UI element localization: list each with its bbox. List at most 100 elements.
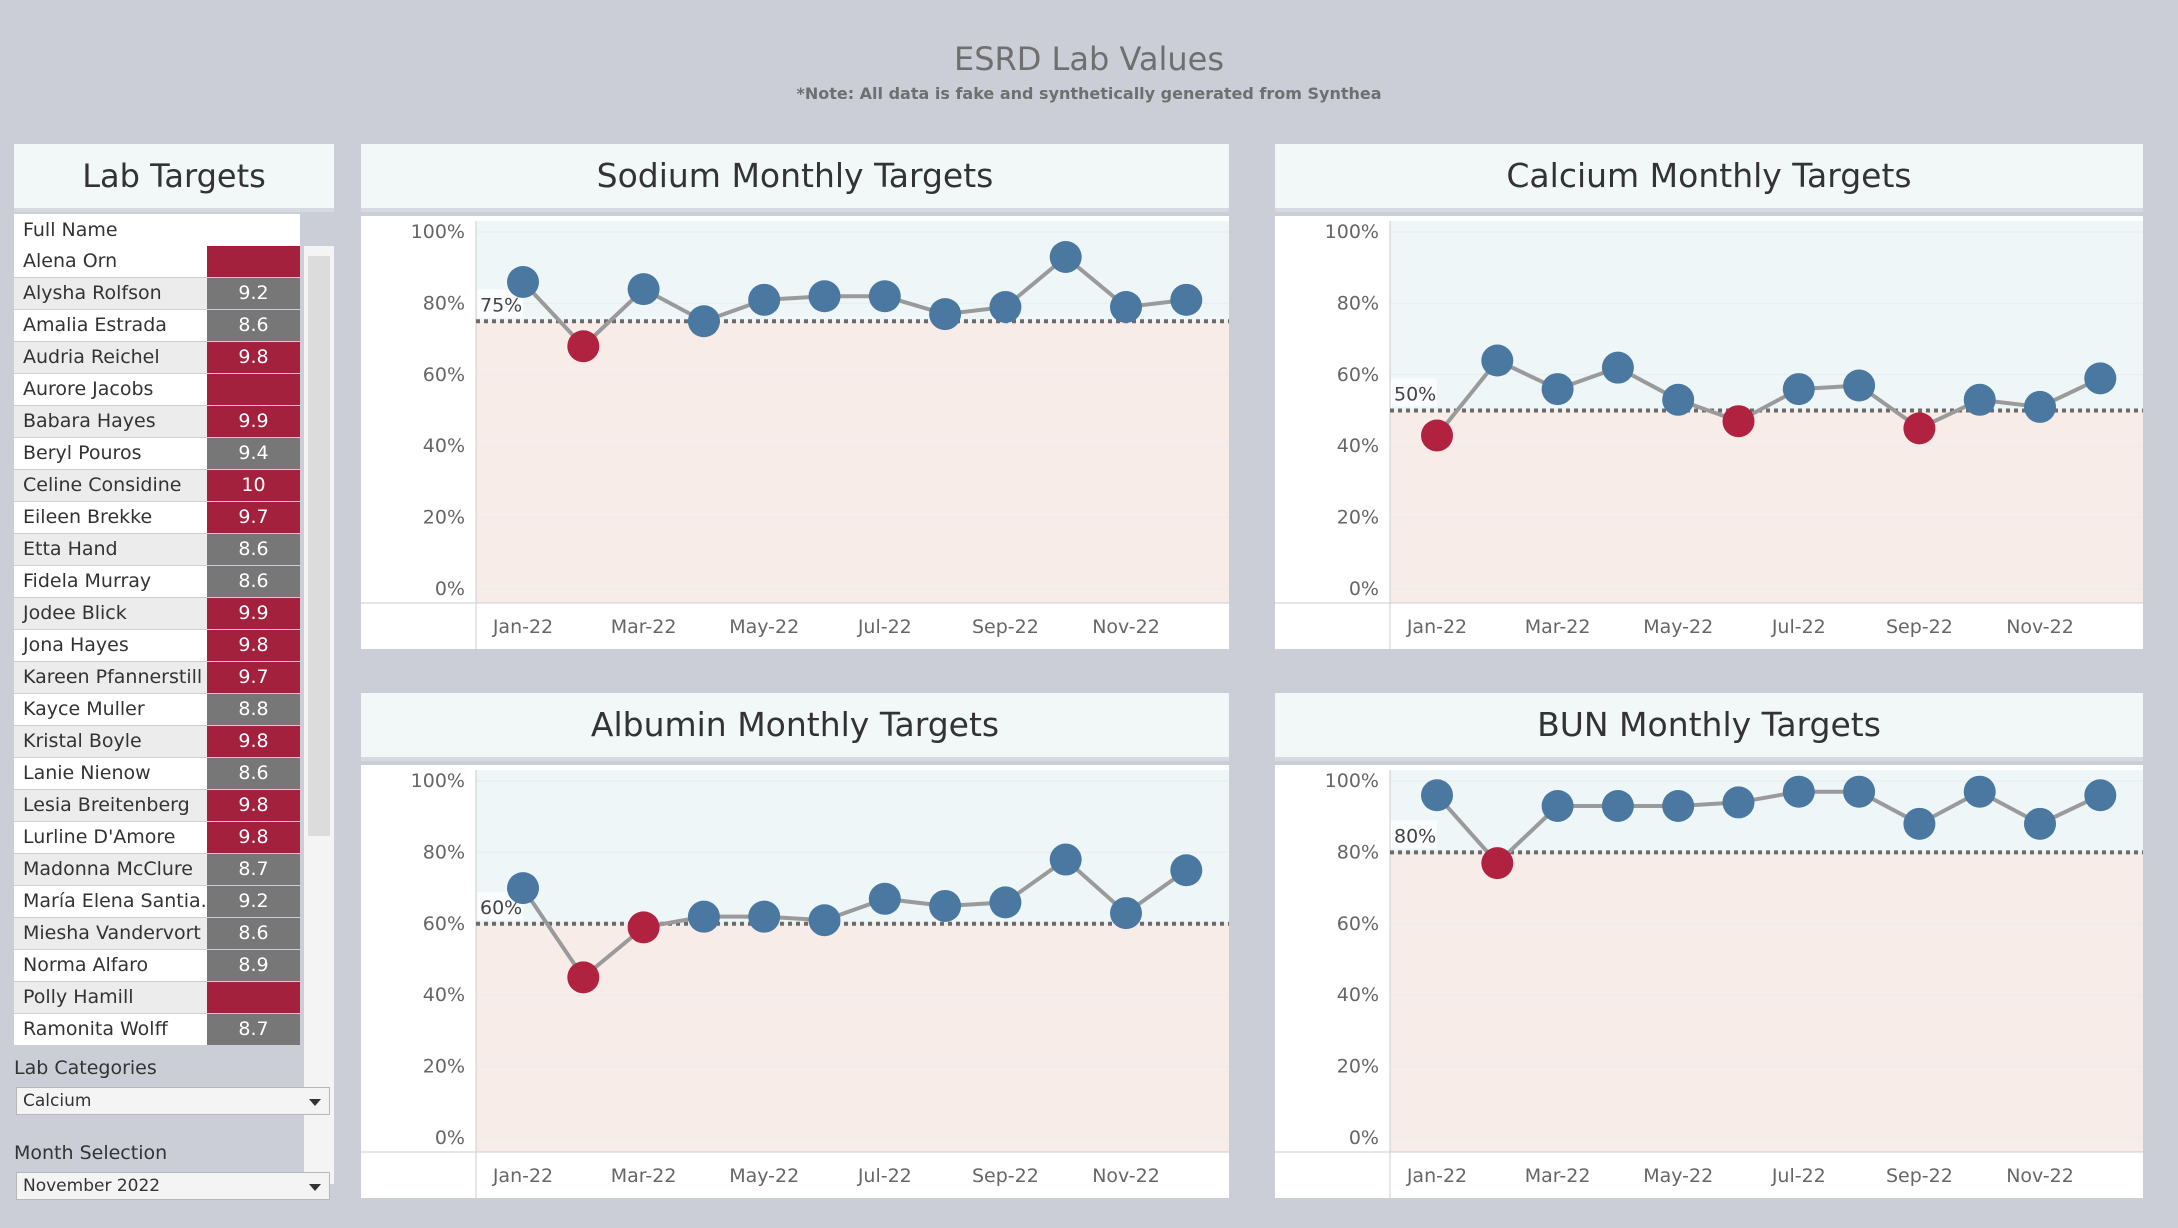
data-point[interactable] <box>1722 405 1755 438</box>
data-point[interactable] <box>1782 373 1815 406</box>
lab-value-cell[interactable]: 9.7 <box>207 662 300 693</box>
lab-value-cell[interactable]: 9.9 <box>207 598 300 629</box>
month-selection-dropdown[interactable]: November 2022 <box>16 1172 330 1200</box>
data-point[interactable] <box>2024 807 2056 840</box>
table-row[interactable]: Fidela Murray 8.6 <box>14 566 300 598</box>
table-row[interactable]: María Elena Santia.. 9.2 <box>14 886 300 918</box>
data-point[interactable] <box>1541 789 1574 822</box>
data-point[interactable] <box>868 280 901 313</box>
data-point[interactable] <box>1662 789 1695 822</box>
data-point[interactable] <box>1662 383 1695 416</box>
data-point[interactable] <box>1110 897 1142 930</box>
column-header-full-name[interactable]: Full Name <box>14 214 300 246</box>
data-point[interactable] <box>2084 362 2117 395</box>
data-point[interactable] <box>567 330 600 363</box>
table-row[interactable]: Audria Reichel 9.8 <box>14 342 300 374</box>
lab-value-cell[interactable]: 8.7 <box>207 854 300 885</box>
data-point[interactable] <box>687 305 720 338</box>
table-row[interactable]: Miesha Vandervort 8.6 <box>14 918 300 950</box>
table-row[interactable]: Kristal Boyle 9.8 <box>14 726 300 758</box>
data-point[interactable] <box>1421 419 1453 452</box>
lab-value-cell[interactable] <box>207 982 300 1013</box>
albumin-chart[interactable]: 0% 20% 40% 60% 80% 100% Jan-22 Mar-22 May-22 Jul-… <box>361 765 1229 1198</box>
data-point[interactable] <box>1843 775 1876 808</box>
table-row[interactable]: Jodee Blick 9.9 <box>14 598 300 630</box>
data-point[interactable] <box>1049 240 1082 273</box>
calcium-chart[interactable]: 0% 20% 40% 60% 80% 100% Jan-22 Mar-22 May-22 Jul-… <box>1275 216 2143 649</box>
data-point[interactable] <box>989 886 1022 919</box>
data-point[interactable] <box>1843 369 1876 402</box>
lab-value-cell[interactable]: 9.8 <box>207 342 300 373</box>
lab-value-cell[interactable]: 8.9 <box>207 950 300 981</box>
data-point[interactable] <box>1481 847 1514 880</box>
data-point[interactable] <box>507 265 539 298</box>
table-row[interactable]: Amalia Estrada 8.6 <box>14 310 300 342</box>
data-point[interactable] <box>1110 290 1142 323</box>
table-row[interactable]: Lesia Breitenberg 9.8 <box>14 790 300 822</box>
table-row[interactable]: Jona Hayes 9.8 <box>14 630 300 662</box>
lab-value-cell[interactable]: 8.6 <box>207 534 300 565</box>
lab-value-cell[interactable]: 10 <box>207 470 300 501</box>
data-point[interactable] <box>808 280 841 313</box>
table-scrollbar[interactable] <box>304 246 334 1184</box>
data-point[interactable] <box>2084 779 2117 812</box>
lab-value-cell[interactable]: 8.6 <box>207 566 300 597</box>
data-point[interactable] <box>929 889 962 922</box>
data-point[interactable] <box>507 872 539 905</box>
sodium-chart[interactable]: 0% 20% 40% 60% 80% 100% Jan-22 Mar-22 May-22 Jul-… <box>361 216 1229 649</box>
table-row[interactable]: Celine Considine 10 <box>14 470 300 502</box>
data-point[interactable] <box>748 283 781 316</box>
data-point[interactable] <box>1601 351 1634 384</box>
lab-value-cell[interactable]: 9.2 <box>207 886 300 917</box>
lab-value-cell[interactable]: 9.8 <box>207 630 300 661</box>
table-row[interactable]: Lanie Nienow 8.6 <box>14 758 300 790</box>
data-point[interactable] <box>1421 779 1453 812</box>
table-row[interactable]: Lurline D'Amore 9.8 <box>14 822 300 854</box>
table-row[interactable]: Madonna McClure 8.7 <box>14 854 300 886</box>
lab-value-cell[interactable]: 9.8 <box>207 726 300 757</box>
data-point[interactable] <box>868 882 901 915</box>
lab-value-cell[interactable]: 8.8 <box>207 694 300 725</box>
lab-value-cell[interactable]: 9.2 <box>207 278 300 309</box>
table-row[interactable]: Alena Orn <box>14 246 300 278</box>
lab-value-cell[interactable]: 9.7 <box>207 502 300 533</box>
lab-value-cell[interactable]: 8.6 <box>207 758 300 789</box>
table-row[interactable]: Alysha Rolfson 9.2 <box>14 278 300 310</box>
data-point[interactable] <box>748 900 781 933</box>
data-point[interactable] <box>627 273 660 306</box>
data-point[interactable] <box>929 298 962 331</box>
data-point[interactable] <box>989 290 1022 323</box>
bun-chart[interactable]: 0% 20% 40% 60% 80% 100% Jan-22 Mar-22 May-22 Jul-… <box>1275 765 2143 1198</box>
data-point[interactable] <box>1049 843 1082 876</box>
data-point[interactable] <box>1963 775 1996 808</box>
data-point[interactable] <box>1170 854 1203 887</box>
lab-value-cell[interactable] <box>207 374 300 405</box>
lab-value-cell[interactable]: 9.9 <box>207 406 300 437</box>
data-point[interactable] <box>1541 373 1574 406</box>
table-row[interactable]: Kareen Pfannerstill 9.7 <box>14 662 300 694</box>
lab-targets-table[interactable]: Full Name Alena Orn Alysha Rolfson 9.2 Amal… <box>14 214 334 1184</box>
lab-value-cell[interactable]: 9.4 <box>207 438 300 469</box>
table-row[interactable]: Beryl Pouros 9.4 <box>14 438 300 470</box>
data-point[interactable] <box>1481 344 1514 377</box>
data-point[interactable] <box>1903 412 1936 445</box>
lab-value-cell[interactable]: 8.6 <box>207 310 300 341</box>
table-scrollbar-thumb[interactable] <box>308 256 330 836</box>
table-row[interactable]: Kayce Muller 8.8 <box>14 694 300 726</box>
data-point[interactable] <box>1903 807 1936 840</box>
data-point[interactable] <box>808 904 841 937</box>
lab-value-cell[interactable]: 8.6 <box>207 918 300 949</box>
table-row[interactable]: Babara Hayes 9.9 <box>14 406 300 438</box>
lab-value-cell[interactable]: 9.8 <box>207 790 300 821</box>
lab-value-cell[interactable]: 8.7 <box>207 1014 300 1045</box>
data-point[interactable] <box>1782 775 1815 808</box>
lab-value-cell[interactable]: 9.8 <box>207 822 300 853</box>
data-point[interactable] <box>567 961 600 994</box>
table-row[interactable]: Aurore Jacobs <box>14 374 300 406</box>
data-point[interactable] <box>1722 786 1755 819</box>
data-point[interactable] <box>687 900 720 933</box>
data-point[interactable] <box>2024 390 2056 423</box>
data-point[interactable] <box>1601 789 1634 822</box>
lab-value-cell[interactable] <box>207 246 300 277</box>
lab-categories-dropdown[interactable]: Calcium <box>16 1087 330 1115</box>
